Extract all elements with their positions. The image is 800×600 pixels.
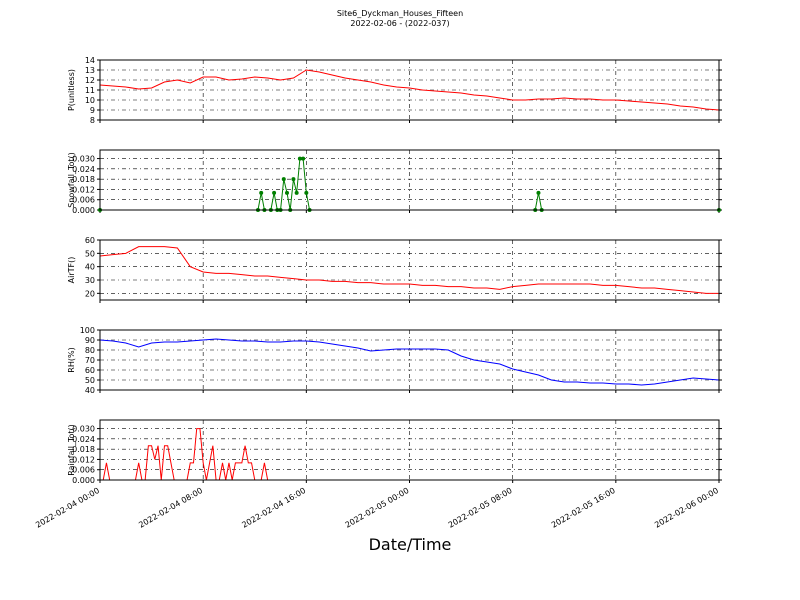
x-tick-label: 2022-02-04 00:00 bbox=[34, 486, 101, 530]
data-point bbox=[301, 156, 306, 161]
y-tick-label: 20 bbox=[85, 289, 95, 298]
axes-frame bbox=[99, 329, 720, 391]
data-point bbox=[259, 190, 264, 195]
y-tick-label: 14 bbox=[85, 56, 95, 65]
data-line bbox=[99, 338, 720, 386]
y-tick-label: 50 bbox=[85, 376, 95, 385]
x-axis-label: Date/Time bbox=[369, 535, 452, 554]
axes-frame bbox=[99, 239, 720, 301]
y-tick-label: 60 bbox=[85, 236, 95, 245]
data-point bbox=[281, 177, 286, 182]
x-tick-label: 2022-02-04 16:00 bbox=[240, 486, 307, 530]
y-tick-label: 0.024 bbox=[72, 165, 95, 174]
y-tick-label: 10 bbox=[85, 96, 95, 105]
y-tick-label: 0.012 bbox=[72, 185, 95, 194]
y-tick-label: 40 bbox=[85, 386, 95, 395]
data-point bbox=[304, 190, 309, 195]
y-axis-label: RH(%) bbox=[67, 347, 76, 372]
y-axis-label: AirTF() bbox=[67, 257, 76, 284]
y-tick-label: 0.024 bbox=[72, 435, 95, 444]
y-tick-label: 0.006 bbox=[72, 196, 95, 205]
x-tick-label: 2022-02-06 00:00 bbox=[653, 486, 720, 530]
x-tick-label: 2022-02-04 08:00 bbox=[137, 486, 204, 530]
chart-subtitle: 2022-02-06 - (2022-037) bbox=[350, 19, 449, 28]
y-axis-label: Rainfall_Tot() bbox=[67, 424, 76, 476]
y-tick-label: 0.012 bbox=[72, 455, 95, 464]
y-tick-label: 50 bbox=[85, 249, 95, 258]
data-point bbox=[284, 190, 289, 195]
y-axis-label: Snowfall_Tot() bbox=[67, 152, 76, 208]
data-line bbox=[99, 69, 720, 111]
x-tick-label: 2022-02-05 08:00 bbox=[447, 486, 514, 530]
y-tick-label: 70 bbox=[85, 356, 95, 365]
y-tick-label: 0.018 bbox=[72, 445, 95, 454]
y-tick-label: 12 bbox=[85, 76, 95, 85]
axes-frame bbox=[99, 149, 720, 211]
y-tick-label: 30 bbox=[85, 276, 95, 285]
y-tick-label: 0.030 bbox=[72, 425, 95, 434]
data-point bbox=[294, 190, 299, 195]
y-tick-label: 13 bbox=[85, 66, 95, 75]
x-tick-label: 2022-02-05 00:00 bbox=[344, 486, 411, 530]
axes-frame bbox=[99, 59, 720, 121]
y-tick-label: 11 bbox=[85, 86, 95, 95]
y-tick-label: 80 bbox=[85, 346, 95, 355]
data-line bbox=[99, 246, 719, 294]
data-point bbox=[291, 177, 296, 182]
y-tick-label: 0.000 bbox=[72, 476, 95, 485]
data-point bbox=[536, 190, 541, 195]
y-tick-label: 40 bbox=[85, 263, 95, 272]
data-point bbox=[272, 190, 277, 195]
y-tick-label: 90 bbox=[85, 336, 95, 345]
y-tick-label: 0.000 bbox=[72, 206, 95, 215]
y-tick-label: 0.018 bbox=[72, 175, 95, 184]
y-tick-label: 9 bbox=[90, 106, 95, 115]
y-tick-label: 60 bbox=[85, 366, 95, 375]
data-point bbox=[297, 156, 302, 161]
axes-frame bbox=[99, 419, 720, 481]
y-tick-label: 0.006 bbox=[72, 466, 95, 475]
y-tick-label: 8 bbox=[90, 116, 95, 125]
y-axis-label: P(unitless) bbox=[67, 69, 76, 111]
y-tick-label: 0.030 bbox=[72, 155, 95, 164]
chart-title: Site6_Dyckman_Houses_Fifteen bbox=[337, 9, 463, 18]
x-tick-label: 2022-02-05 16:00 bbox=[550, 486, 617, 530]
y-tick-label: 100 bbox=[80, 326, 95, 335]
